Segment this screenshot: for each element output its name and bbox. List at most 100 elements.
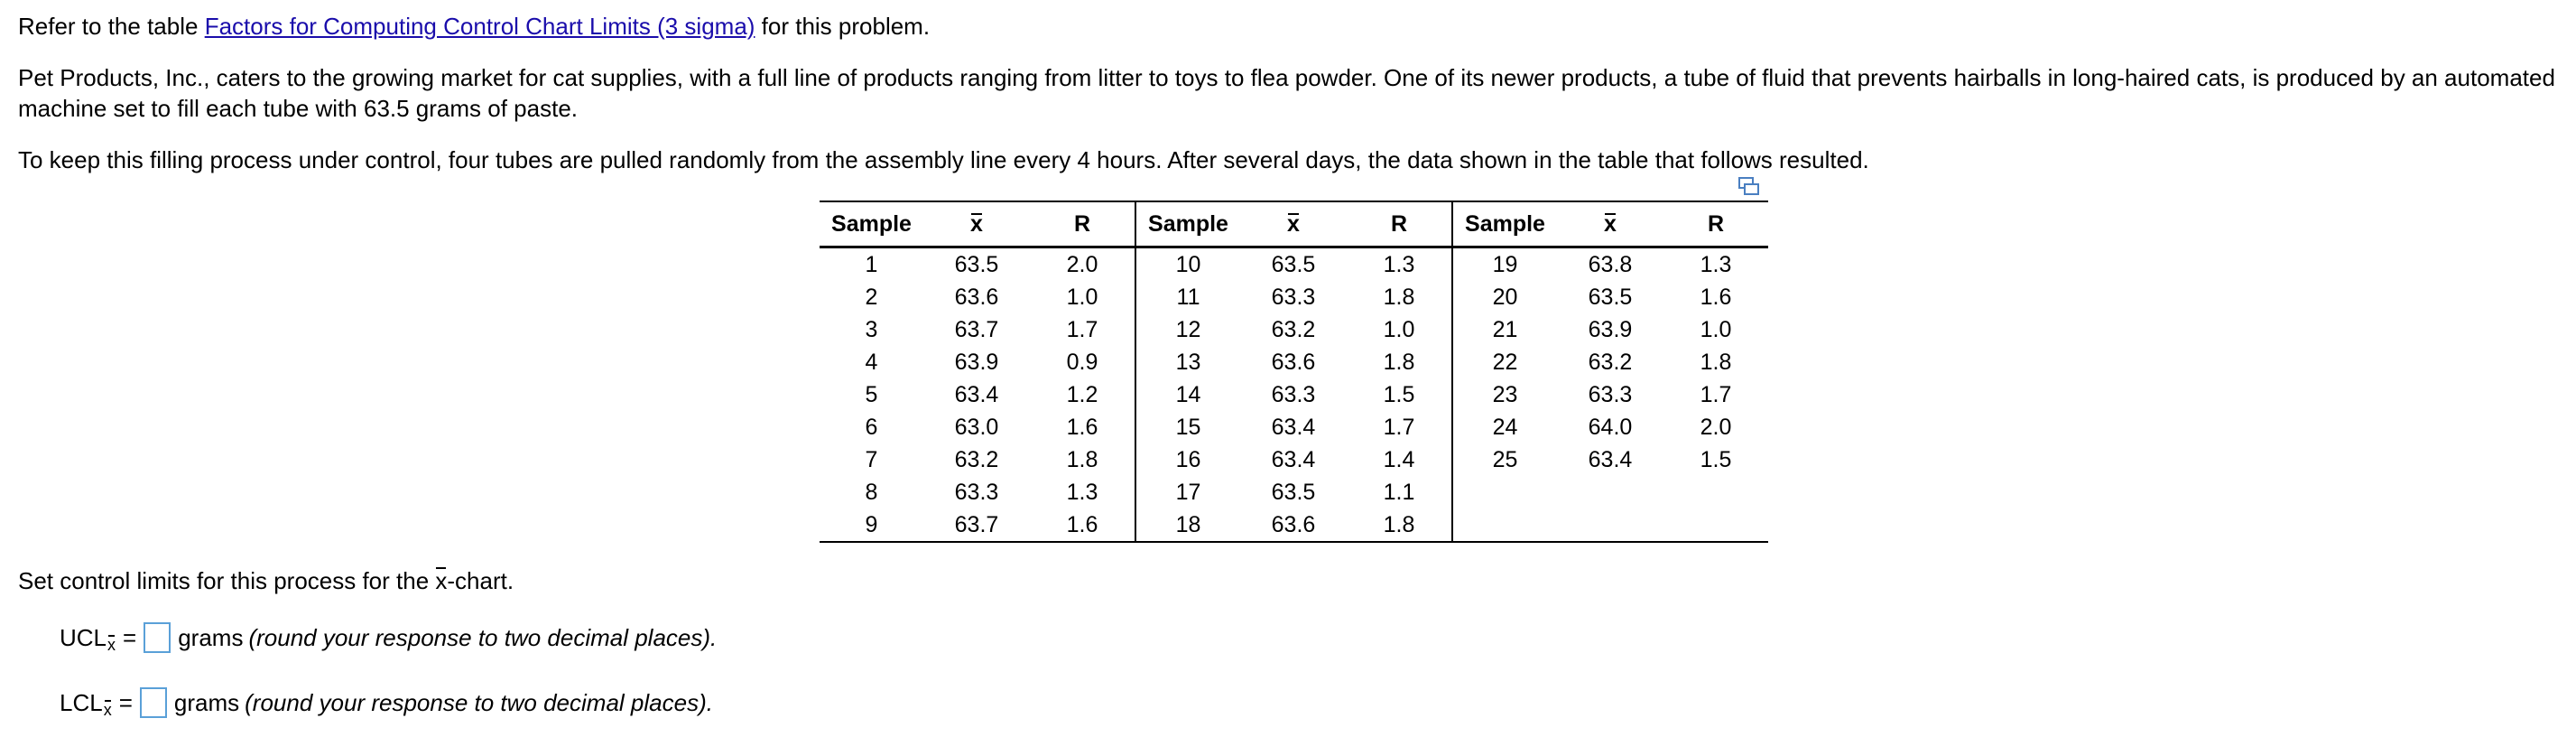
- cell-sample: 15: [1135, 411, 1240, 443]
- header-xbar-3: x: [1557, 201, 1663, 248]
- cell-sample: 18: [1135, 508, 1240, 543]
- lcl-unit: grams: [173, 688, 240, 716]
- cell-r: 1.8: [1347, 508, 1452, 543]
- cell-xbar: 63.5: [1271, 251, 1316, 277]
- xbar-symbol: x: [435, 567, 448, 594]
- cell-xbar: 63.0: [954, 414, 999, 440]
- sampling-paragraph: To keep this filling process under contr…: [18, 146, 1869, 173]
- cell-r: 1.0: [1700, 316, 1732, 342]
- cell-xbar: 63.3: [1271, 284, 1316, 310]
- table-body: 1 63.5 2.0 10 63.5 1.3 19 63.8 1.3 2 63.6 1.0 11 63.3…: [820, 247, 1768, 543]
- cell-xbar: 63.6: [1271, 349, 1316, 375]
- cell-xbar: 63.3: [1588, 381, 1633, 407]
- xbar-symbol: x: [970, 210, 983, 237]
- table-row: 7 63.2 1.8 16 63.4 1.4 25 63.4 1.5: [820, 443, 1768, 476]
- cell-xbar: 63.9: [954, 349, 999, 375]
- cell-r: 1.2: [1066, 381, 1098, 407]
- cell-sample: 5: [865, 381, 878, 407]
- cell-sample: 2: [865, 284, 878, 310]
- ucl-input[interactable]: [144, 622, 171, 653]
- cell-xbar: 63.3: [1271, 381, 1316, 407]
- ucl-subscript: x: [107, 634, 116, 654]
- xbar-symbol: x: [1287, 210, 1300, 237]
- cell-sample: 23: [1451, 378, 1557, 411]
- cell-sample: 4: [865, 349, 878, 375]
- cell-xbar: 63.2: [1271, 316, 1316, 342]
- cell-sample: 14: [1135, 378, 1240, 411]
- cell-xbar: 63.4: [954, 381, 999, 407]
- header-sample-3: Sample: [1451, 201, 1557, 248]
- cell-xbar: 63.8: [1588, 251, 1633, 277]
- header-r-1: R: [1030, 201, 1135, 248]
- table-header-row: Sample x R Sample x R Sample x R: [820, 201, 1768, 248]
- cell-sample: 16: [1135, 443, 1240, 476]
- cell-sample: 24: [1451, 411, 1557, 443]
- cell-xbar: 63.2: [1588, 349, 1633, 375]
- lcl-input[interactable]: [139, 687, 167, 718]
- intro-prefix: Refer to the table: [18, 13, 205, 40]
- cell-sample: 22: [1451, 346, 1557, 378]
- lcl-subscript: x: [103, 699, 112, 719]
- cell-r: 2.0: [1700, 414, 1732, 440]
- cell-r: 1.7: [1066, 316, 1098, 342]
- cell-r: 1.3: [1700, 251, 1732, 277]
- cell-r: 1.8: [1066, 446, 1098, 472]
- cell-r: 1.3: [1066, 479, 1098, 505]
- cell-r: 1.6: [1030, 508, 1135, 543]
- cell-r: 1.6: [1066, 414, 1098, 440]
- question-line: Set control limits for this process for …: [18, 565, 514, 596]
- cell-xbar: 63.6: [954, 284, 999, 310]
- header-r-3: R: [1663, 201, 1768, 248]
- cell-r: 1.8: [1383, 349, 1415, 375]
- cell-r: 1.6: [1700, 284, 1732, 310]
- cell-sample: 3: [865, 316, 878, 342]
- cell-sample: 25: [1451, 443, 1557, 476]
- header-sample-2: Sample: [1135, 201, 1240, 248]
- header-xbar-1: x: [923, 201, 1030, 248]
- cell-xbar: 63.2: [954, 446, 999, 472]
- cell-xbar: 63.5: [954, 251, 999, 277]
- cell-r: 0.9: [1066, 349, 1098, 375]
- problem-paragraph: Pet Products, Inc., caters to the growin…: [18, 64, 2555, 122]
- cell-sample: 17: [1135, 476, 1240, 508]
- cell-xbar: 63.7: [923, 508, 1030, 543]
- cell-r: 1.1: [1383, 479, 1415, 505]
- table-row: 6 63.0 1.6 15 63.4 1.7 24 64.0 2.0: [820, 411, 1768, 443]
- cell-sample: [1451, 508, 1557, 543]
- cell-xbar: 64.0: [1588, 414, 1633, 440]
- cell-sample: 20: [1451, 281, 1557, 313]
- cell-r: 1.3: [1383, 251, 1415, 277]
- intro-line: Refer to the table Factors for Computing…: [18, 11, 930, 42]
- ucl-row: UCL x = grams (round your response to two…: [60, 620, 717, 656]
- table-row: 3 63.7 1.7 12 63.2 1.0 21 63.9 1.0: [820, 313, 1768, 346]
- cell-xbar: 63.5: [1588, 284, 1633, 310]
- table-row: 8 63.3 1.3 17 63.5 1.1: [820, 476, 1768, 508]
- cell-sample: 11: [1135, 281, 1240, 313]
- cell-sample: 21: [1451, 313, 1557, 346]
- cell-r: 1.7: [1700, 381, 1732, 407]
- cell-r: 1.7: [1383, 414, 1415, 440]
- lcl-equals: =: [118, 688, 133, 716]
- ucl-equals: =: [123, 623, 137, 651]
- ucl-label: UCL: [60, 623, 107, 651]
- table-row: 1 63.5 2.0 10 63.5 1.3 19 63.8 1.3: [820, 247, 1768, 281]
- ucl-unit: grams: [178, 623, 244, 651]
- cell-sample: 9: [820, 508, 923, 543]
- cell-xbar: 63.9: [1588, 316, 1633, 342]
- question-suffix: -chart.: [447, 567, 514, 594]
- cell-sample: 12: [1135, 313, 1240, 346]
- cell-r: [1663, 508, 1768, 543]
- copy-table-icon[interactable]: [1738, 177, 1760, 197]
- cell-xbar: [1557, 476, 1663, 508]
- cell-xbar: 63.6: [1240, 508, 1347, 543]
- lcl-hint: (round your response to two decimal plac…: [245, 688, 713, 716]
- table-row: 2 63.6 1.0 11 63.3 1.8 20 63.5 1.6: [820, 281, 1768, 313]
- cell-xbar: 63.4: [1588, 446, 1633, 472]
- cell-r: 2.0: [1066, 251, 1098, 277]
- factors-table-link[interactable]: Factors for Computing Control Chart Limi…: [204, 13, 755, 40]
- cell-sample: 10: [1135, 247, 1240, 281]
- data-table: Sample x R Sample x R Sample x R 1 63.5 2.…: [820, 201, 1768, 543]
- cell-sample: 6: [865, 414, 878, 440]
- xbar-symbol: x: [1604, 210, 1617, 237]
- cell-xbar: 63.3: [954, 479, 999, 505]
